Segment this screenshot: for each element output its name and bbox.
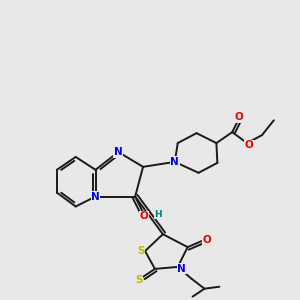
- Text: O: O: [245, 140, 254, 150]
- Text: S: S: [137, 246, 145, 256]
- Text: N: N: [177, 264, 186, 274]
- Text: O: O: [140, 212, 148, 221]
- Text: H: H: [154, 210, 162, 219]
- Text: O: O: [235, 112, 244, 122]
- Text: N: N: [170, 157, 179, 167]
- Text: N: N: [91, 192, 100, 202]
- Text: S: S: [135, 275, 143, 285]
- Text: N: N: [114, 147, 123, 157]
- Text: O: O: [202, 235, 211, 245]
